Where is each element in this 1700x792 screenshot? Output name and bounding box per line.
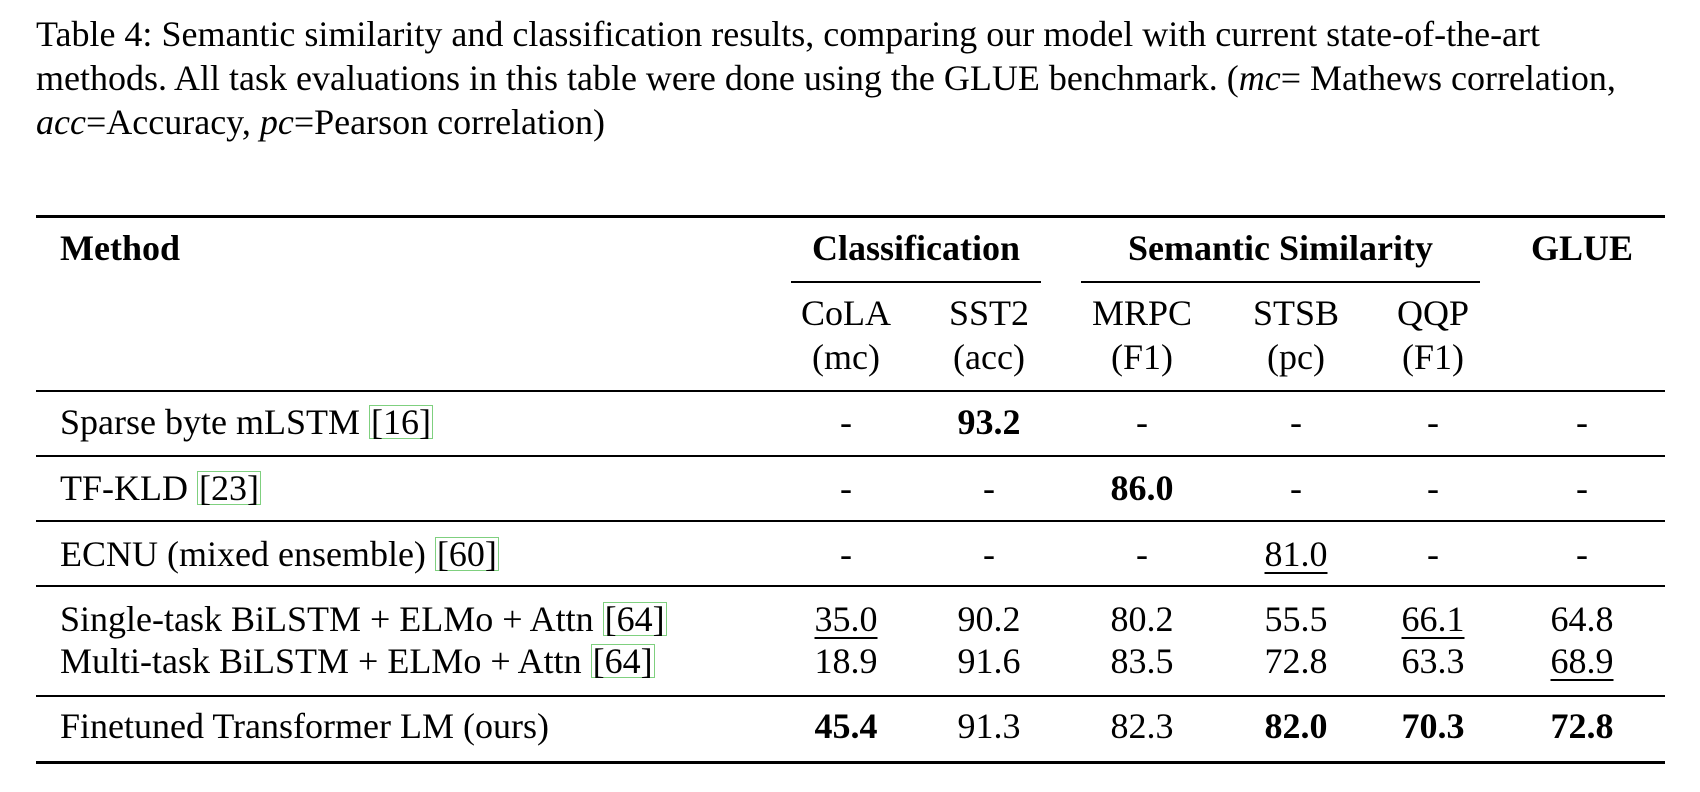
citation: [64] <box>602 599 667 639</box>
group-header: Semantic Similarity <box>1128 228 1433 268</box>
column-header: MRPC <box>1091 293 1193 333</box>
method-cell: Finetuned Transformer LM (ours) <box>60 706 549 746</box>
caption-text: pc <box>259 102 294 142</box>
table-cell: 72.8 <box>1264 641 1328 681</box>
column-metric: (F1) <box>1111 337 1173 377</box>
table-cell: 64.8 <box>1550 599 1614 639</box>
column-metric: (mc) <box>812 337 880 377</box>
table-caption: Table 4: Semantic similarity and classif… <box>36 12 1676 144</box>
table-cell: 83.5 <box>1110 641 1174 681</box>
table-cell: 68.9 <box>1550 641 1614 681</box>
method-name: Multi-task BiLSTM + ELMo + Attn <box>60 641 582 681</box>
table-cell: - <box>1136 534 1148 574</box>
method-name: Single-task BiLSTM + ELMo + Attn <box>60 599 594 639</box>
table-rule <box>36 214 1665 218</box>
table-cell: - <box>1290 468 1302 508</box>
table-cell: 93.2 <box>957 402 1021 442</box>
table-cell: 82.3 <box>1110 706 1174 746</box>
column-header: Method <box>60 228 180 268</box>
caption-text: Table 4: Semantic similarity and classif… <box>36 14 1541 98</box>
table-cell: - <box>983 468 995 508</box>
table-cell: - <box>1290 402 1302 442</box>
table-cell: - <box>1576 402 1588 442</box>
caption-text: =Accuracy, <box>85 102 260 142</box>
table-cell: - <box>1427 534 1439 574</box>
table-cell: 66.1 <box>1401 599 1465 639</box>
table-rule <box>36 760 1665 764</box>
table-cell: - <box>1136 402 1148 442</box>
table-cell: 63.3 <box>1401 641 1465 681</box>
table-cell: 70.3 <box>1401 706 1465 746</box>
column-header: STSB <box>1252 293 1340 333</box>
table-cell: - <box>840 534 852 574</box>
method-name: Finetuned Transformer LM (ours) <box>60 706 549 746</box>
table-cell: - <box>1576 468 1588 508</box>
table-cell: 80.2 <box>1110 599 1174 639</box>
table-cell: 72.8 <box>1550 706 1614 746</box>
group-header: GLUE <box>1530 228 1634 268</box>
table-cell: 45.4 <box>814 706 878 746</box>
table-rule <box>36 695 1665 697</box>
table-cell: 81.0 <box>1264 534 1328 574</box>
citation: [16] <box>368 402 433 442</box>
caption-text: mc <box>1238 58 1281 98</box>
table-cell: - <box>840 468 852 508</box>
column-header: SST2 <box>948 293 1030 333</box>
table-cell: 35.0 <box>814 599 878 639</box>
table-cell: 82.0 <box>1264 706 1328 746</box>
column-metric: (F1) <box>1402 337 1464 377</box>
column-metric: (acc) <box>953 337 1025 377</box>
column-metric: (pc) <box>1267 337 1325 377</box>
method-cell: Single-task BiLSTM + ELMo + Attn [64] <box>60 599 667 639</box>
table-cell: - <box>1427 468 1439 508</box>
table-cell: 86.0 <box>1110 468 1174 508</box>
table-cell: - <box>983 534 995 574</box>
table-cell: - <box>1576 534 1588 574</box>
method-name: TF-KLD <box>60 468 188 508</box>
method-cell: Multi-task BiLSTM + ELMo + Attn [64] <box>60 641 655 681</box>
table-rule <box>1081 281 1480 283</box>
table-cell: 90.2 <box>957 599 1021 639</box>
method-cell: Sparse byte mLSTM [16] <box>60 402 433 442</box>
column-header: CoLA <box>801 293 891 333</box>
table-cell: 91.6 <box>957 641 1021 681</box>
table-cell: 18.9 <box>814 641 878 681</box>
table-rule <box>36 520 1665 522</box>
table-rule <box>36 585 1665 587</box>
caption-text: acc <box>36 102 86 142</box>
table-cell: - <box>1427 402 1439 442</box>
table-rule <box>791 281 1041 283</box>
table-cell: 91.3 <box>957 706 1021 746</box>
citation: [64] <box>590 641 655 681</box>
method-name: ECNU (mixed ensemble) <box>60 534 426 574</box>
citation: [23] <box>197 468 261 508</box>
table-cell: 55.5 <box>1264 599 1328 639</box>
table-rule <box>36 455 1665 457</box>
method-cell: ECNU (mixed ensemble) [60] <box>60 534 499 574</box>
table-rule <box>36 390 1665 392</box>
method-name: Sparse byte mLSTM <box>60 402 360 442</box>
method-cell: TF-KLD [23] <box>60 468 261 508</box>
citation: [60] <box>434 534 499 574</box>
group-header: Classification <box>811 228 1021 268</box>
table-cell: - <box>840 402 852 442</box>
caption-text: =Pearson correlation) <box>293 102 606 142</box>
column-header: QQP <box>1396 293 1470 333</box>
caption-text: = Mathews correlation, <box>1280 58 1616 98</box>
